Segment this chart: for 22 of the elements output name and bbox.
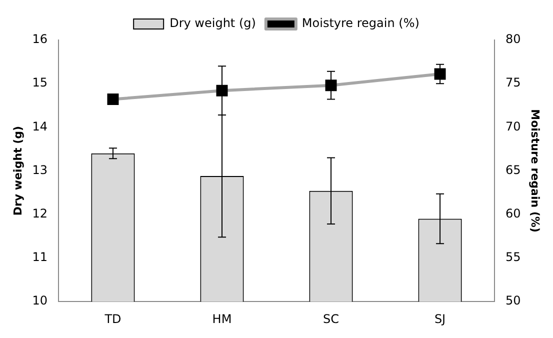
y2-tick-label: 60 [506,206,521,221]
x-tick-label: SJ [434,312,446,326]
y-tick-label: 13 [32,162,48,177]
y-tick-label: 12 [32,206,48,221]
y-tick-label: 14 [32,119,48,134]
legend-label: Dry weight (g) [170,16,256,30]
x-tick-label: TD [104,312,122,326]
y2-tick-label: 55 [506,250,521,264]
y2-axis-title: Moisture regain (%) [528,109,542,232]
y-tick-label: 16 [32,32,48,46]
y2-tick-label: 50 [506,294,521,308]
x-tick-label: SC [323,312,340,326]
y2-tick-label: 65 [506,162,521,177]
y2-tick-label: 80 [506,32,521,46]
x-tick-label: HM [212,312,232,326]
y2-tick-label: 75 [506,76,521,90]
y2-tick-label: 70 [506,119,521,134]
y-tick-label: 11 [32,250,48,264]
y-tick-label: 15 [32,76,48,90]
y-axis-title: Dry weight (g) [11,126,24,216]
legend-label: Moistyre regain (%) [302,16,420,30]
y-tick-label: 10 [32,294,48,308]
